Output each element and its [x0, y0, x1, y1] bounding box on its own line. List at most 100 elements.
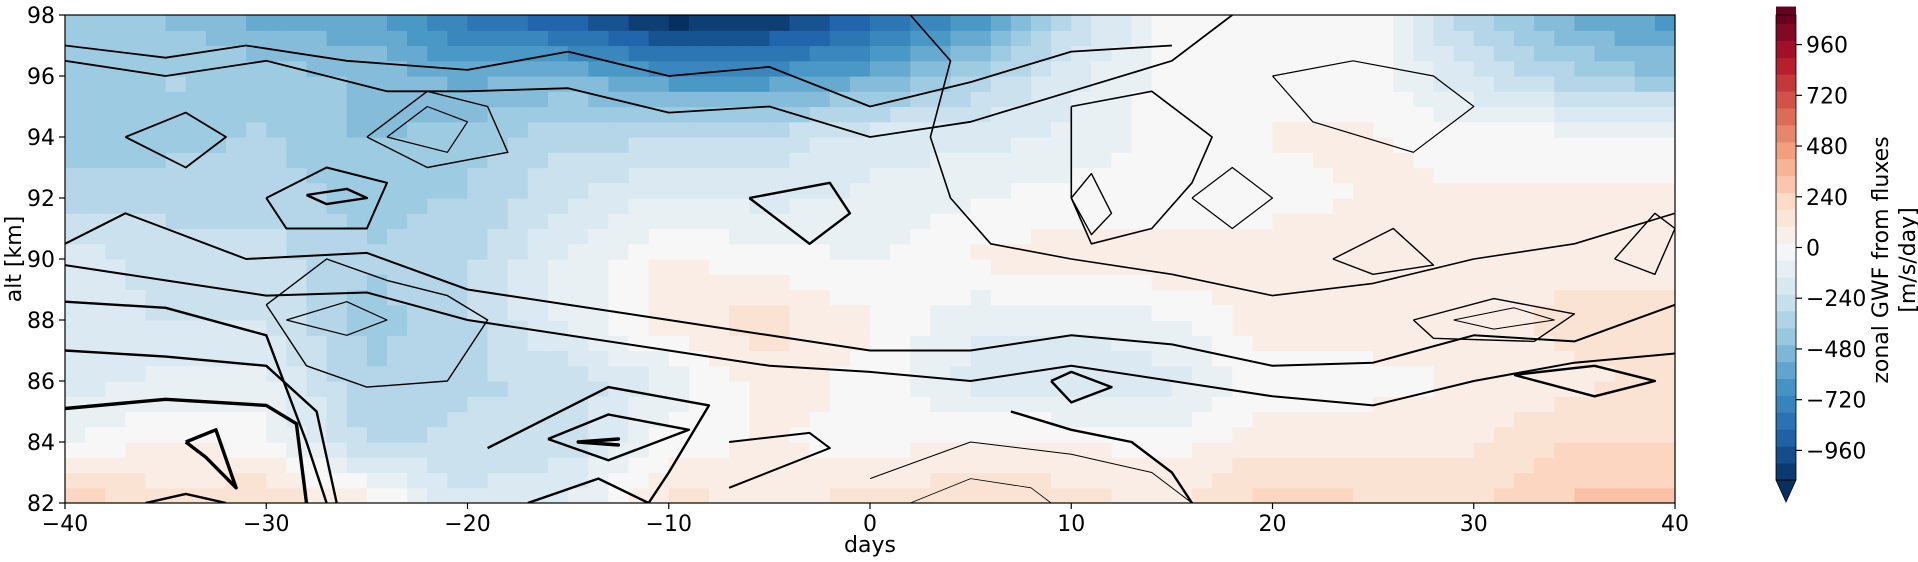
- heatmap-cell: [1353, 45, 1374, 62]
- heatmap-cell: [849, 45, 871, 62]
- heatmap-cell: [226, 121, 247, 138]
- heatmap-cell: [447, 487, 469, 503]
- heatmap-cell: [1554, 91, 1575, 108]
- heatmap-cell: [548, 137, 569, 153]
- heatmap-cell: [145, 60, 167, 77]
- heatmap-cell: [990, 243, 1012, 260]
- heatmap-cell: [105, 121, 126, 138]
- heatmap-cell: [447, 335, 469, 352]
- heatmap-cell: [1232, 137, 1253, 153]
- heatmap-cell: [507, 60, 529, 77]
- heatmap-cell: [1111, 289, 1133, 306]
- heatmap-cell: [1634, 137, 1656, 153]
- heatmap-cell: [527, 304, 549, 321]
- heatmap-cell: [1232, 320, 1253, 336]
- heatmap-cell: [427, 243, 448, 260]
- heatmap-cell: [1574, 167, 1596, 184]
- heatmap-cell: [1353, 106, 1374, 123]
- heatmap-cell: [548, 274, 569, 291]
- heatmap-cell: [990, 274, 1012, 291]
- heatmap-cell: [1493, 350, 1515, 367]
- heatmap-cell: [1010, 304, 1032, 321]
- heatmap-cell: [326, 121, 348, 138]
- heatmap-cell: [568, 30, 589, 47]
- heatmap-cell: [709, 274, 730, 291]
- heatmap-cell: [266, 243, 287, 260]
- heatmap-cell: [1353, 381, 1374, 397]
- heatmap-cell: [1654, 320, 1675, 336]
- heatmap-cell: [890, 137, 911, 153]
- heatmap-cell: [1353, 30, 1374, 47]
- heatmap-cell: [970, 396, 992, 413]
- heatmap-cell: [829, 30, 851, 47]
- heatmap-cell: [1232, 228, 1253, 245]
- heatmap-cell: [548, 60, 569, 77]
- heatmap-cell: [970, 198, 992, 214]
- heatmap-cell: [1654, 304, 1675, 321]
- heatmap-cell: [1493, 106, 1515, 123]
- heatmap-cell: [1654, 426, 1675, 443]
- heatmap-cell: [226, 76, 247, 92]
- heatmap-cell: [709, 228, 730, 245]
- heatmap-cell: [1554, 457, 1575, 474]
- heatmap-cell: [1493, 228, 1515, 245]
- heatmap-cell: [1594, 350, 1616, 367]
- heatmap-cell: [548, 381, 569, 397]
- heatmap-cell: [407, 228, 428, 245]
- heatmap-cell: [668, 259, 690, 275]
- heatmap-cell: [910, 60, 931, 77]
- heatmap-cell: [125, 487, 147, 503]
- heatmap-cell: [688, 442, 710, 458]
- heatmap-cell: [346, 15, 368, 31]
- heatmap-cell: [1634, 198, 1656, 214]
- heatmap-cell: [1393, 381, 1414, 397]
- heatmap-cell: [407, 442, 428, 458]
- heatmap-cell: [527, 76, 549, 92]
- heatmap-cell: [1574, 213, 1596, 230]
- heatmap-cell: [1071, 381, 1092, 397]
- heatmap-cell: [1252, 274, 1274, 291]
- heatmap-cell: [1353, 335, 1374, 352]
- heatmap-cell: [85, 137, 106, 153]
- heatmap-cell: [246, 198, 267, 214]
- heatmap-cell: [1212, 152, 1233, 169]
- heatmap-cell: [1373, 335, 1394, 352]
- heatmap-cell: [1111, 121, 1133, 138]
- heatmap-cell: [447, 15, 469, 31]
- heatmap-cell: [487, 76, 509, 92]
- heatmap-cell: [1493, 243, 1515, 260]
- heatmap-cell: [1433, 350, 1455, 367]
- heatmap-cell: [85, 320, 106, 336]
- heatmap-cell: [1131, 365, 1153, 382]
- heatmap-cell: [709, 167, 730, 184]
- heatmap-cell: [829, 228, 851, 245]
- heatmap-cell: [608, 274, 630, 291]
- heatmap-cell: [226, 289, 247, 306]
- heatmap-cell: [527, 91, 549, 108]
- heatmap-cell: [1574, 243, 1596, 260]
- heatmap-cell: [1393, 426, 1414, 443]
- heatmap-cell: [1171, 442, 1193, 458]
- heatmap-cell: [145, 106, 167, 123]
- heatmap-cell: [890, 76, 911, 92]
- x-axis-label: days: [844, 533, 896, 558]
- heatmap-cell: [829, 243, 851, 260]
- heatmap-cell: [1353, 472, 1374, 489]
- heatmap-cell: [1051, 121, 1072, 138]
- heatmap-cell: [1091, 15, 1113, 31]
- heatmap-cell: [1031, 335, 1052, 352]
- heatmap-cell: [1131, 30, 1153, 47]
- heatmap-cell: [950, 243, 972, 260]
- heatmap-cell: [568, 60, 589, 77]
- heatmap-cell: [1433, 487, 1455, 503]
- heatmap-cell: [1192, 289, 1213, 306]
- heatmap-cell: [326, 91, 348, 108]
- heatmap-cell: [205, 30, 227, 47]
- heatmap-cell: [970, 320, 992, 336]
- heatmap-cell: [870, 243, 891, 260]
- heatmap-cell: [668, 15, 690, 31]
- heatmap-cell: [1534, 243, 1555, 260]
- heatmap-cell: [65, 152, 86, 169]
- heatmap-cell: [1534, 259, 1555, 275]
- heatmap-cell: [1292, 289, 1314, 306]
